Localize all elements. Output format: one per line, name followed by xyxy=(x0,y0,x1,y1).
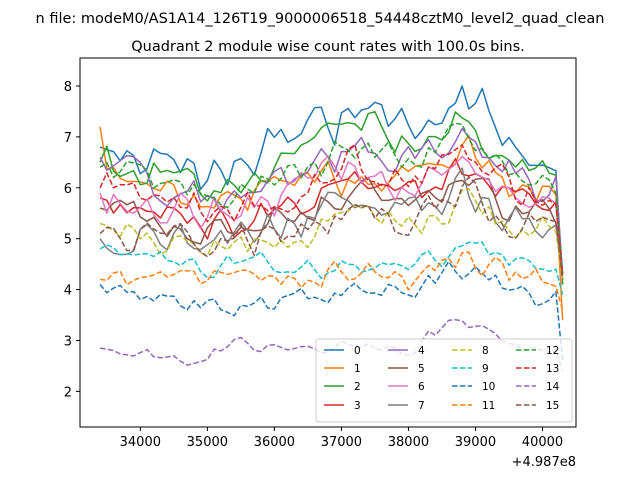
legend-label-9: 9 xyxy=(482,363,489,375)
y-tick-label: 3 xyxy=(64,334,72,349)
series-layer xyxy=(99,85,564,372)
y-tick-label: 5 xyxy=(64,233,72,248)
x-tick-label: 40000 xyxy=(522,435,563,450)
legend-label-6: 6 xyxy=(418,381,425,393)
x-tick-label: 35000 xyxy=(187,435,228,450)
series-line-15 xyxy=(99,176,564,280)
series-line-13 xyxy=(99,143,564,275)
series-line-4 xyxy=(99,127,564,275)
x-tick-label: 38000 xyxy=(388,435,429,450)
series-line-10 xyxy=(99,260,564,361)
legend-label-15: 15 xyxy=(546,400,559,412)
chart-title: Quadrant 2 module wise count rates with … xyxy=(131,39,525,55)
x-axis: 34000 35000 36000 37000 38000 39000 40000 xyxy=(120,427,563,450)
legend-label-2: 2 xyxy=(354,381,361,393)
legend-label-4: 4 xyxy=(418,345,425,357)
x-tick-label: 36000 xyxy=(254,435,295,450)
y-tick-label: 8 xyxy=(64,80,72,95)
legend-label-12: 12 xyxy=(546,345,559,357)
legend-box xyxy=(315,338,573,423)
y-tick-label: 4 xyxy=(64,284,72,299)
legend-label-10: 10 xyxy=(482,381,495,393)
legend-label-8: 8 xyxy=(482,345,489,357)
series-line-11 xyxy=(100,251,564,311)
x-tick-label: 37000 xyxy=(321,435,362,450)
y-tick-label: 7 xyxy=(64,131,72,146)
series-line-0 xyxy=(99,85,564,285)
y-tick-label: 2 xyxy=(64,385,72,400)
legend-label-7: 7 xyxy=(418,400,425,412)
plot-frame xyxy=(79,57,577,428)
series-line-7 xyxy=(99,167,564,275)
legend-label-14: 14 xyxy=(546,381,560,393)
legend-label-1: 1 xyxy=(354,363,361,375)
y-axis: 2 3 4 5 6 7 8 xyxy=(64,80,80,400)
series-line-1 xyxy=(99,126,564,321)
x-tick-label: 39000 xyxy=(455,435,496,450)
legend-label-11: 11 xyxy=(482,400,495,412)
suptitle: n file: modeM0/AS1A14_126T19_9000006518_… xyxy=(36,11,605,27)
legend-label-13: 13 xyxy=(546,363,559,375)
x-tick-label: 34000 xyxy=(120,435,161,450)
x-offset-label: +4.987e8 xyxy=(512,455,576,470)
legend-label-3: 3 xyxy=(354,400,361,412)
series-line-12 xyxy=(99,122,564,275)
legend-label-0: 0 xyxy=(354,345,361,357)
series-line-9 xyxy=(99,241,564,295)
series-line-3 xyxy=(99,157,564,280)
legend-label-5: 5 xyxy=(418,363,425,375)
y-tick-label: 6 xyxy=(64,182,72,197)
